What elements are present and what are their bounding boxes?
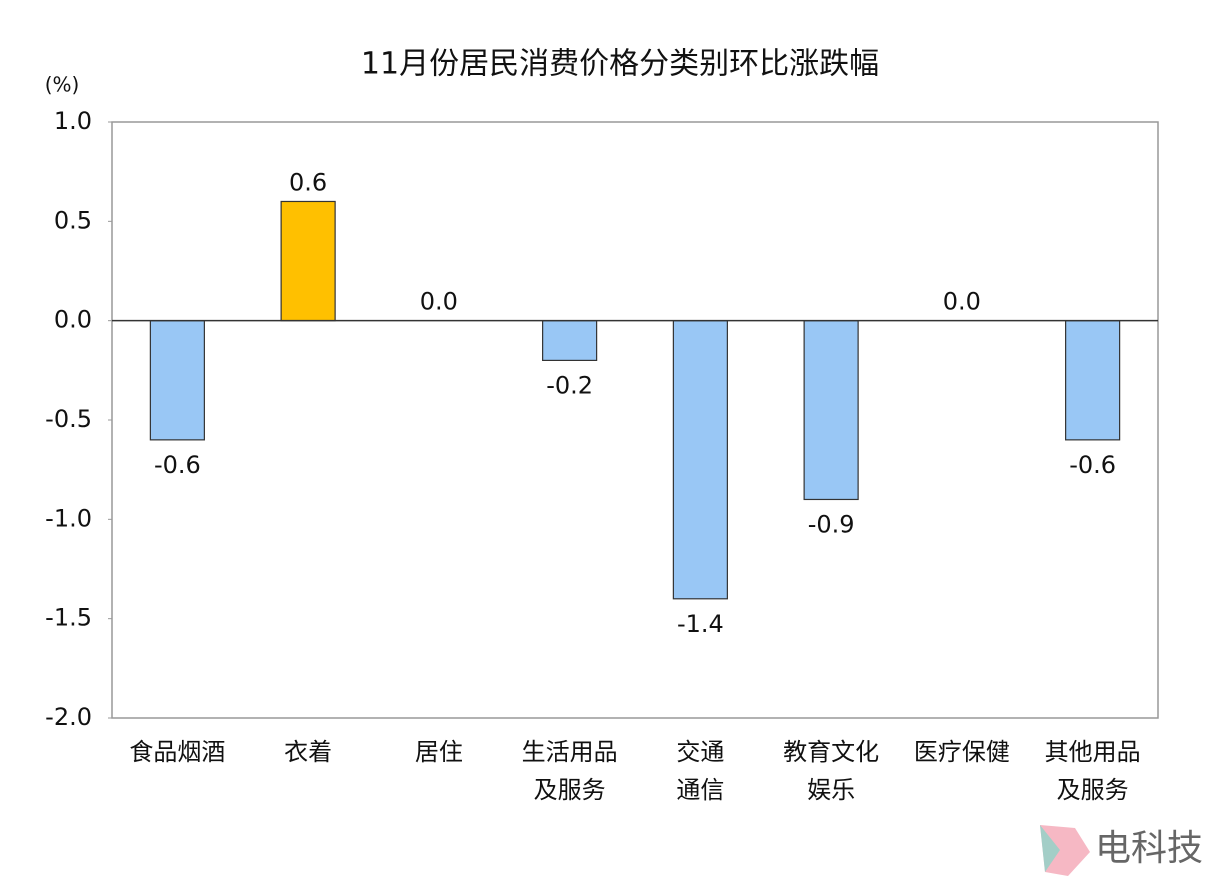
- plot-frame: [111, 121, 1159, 719]
- bar: [280, 200, 336, 322]
- x-tick-label: 食品烟酒: [129, 738, 225, 766]
- value-label: -0.6: [1069, 451, 1116, 479]
- y-tick-label: 1.0: [54, 107, 92, 135]
- bar: [149, 320, 205, 441]
- x-tick-label: 居住: [415, 738, 463, 766]
- watermark-logo: [1040, 825, 1090, 876]
- y-axis-label: (%): [45, 73, 80, 97]
- y-tick-label: -0.5: [45, 405, 92, 433]
- value-label: 0.0: [420, 288, 458, 316]
- y-tick-label: 0.0: [54, 306, 92, 334]
- bar: [1065, 320, 1121, 441]
- value-label: -1.4: [677, 610, 724, 638]
- bar: [542, 320, 598, 361]
- x-tick-label: 生活用品及服务: [522, 738, 618, 804]
- watermark: 电科技: [1095, 828, 1203, 869]
- value-label: 0.0: [943, 288, 981, 316]
- y-tick-label: 0.5: [54, 206, 92, 234]
- x-tick-label: 其他用品及服务: [1045, 738, 1141, 804]
- y-tick-label: -1.0: [45, 504, 92, 532]
- y-tick-label: -1.5: [45, 604, 92, 632]
- x-tick-label: 医疗保健: [914, 738, 1010, 766]
- x-tick-label: 衣着: [284, 738, 332, 766]
- x-tick-label: 教育文化娱乐: [783, 738, 879, 804]
- x-tick-label: 交通通信: [676, 738, 724, 804]
- bar: [803, 320, 859, 501]
- value-label: -0.9: [808, 510, 855, 538]
- value-label: 0.6: [289, 168, 327, 196]
- value-label: -0.2: [546, 371, 593, 399]
- value-label: -0.6: [154, 451, 201, 479]
- bar: [672, 320, 728, 600]
- y-tick-label: -2.0: [45, 703, 92, 731]
- chart-title: 11月份居民消费价格分类别环比涨跌幅: [361, 47, 879, 82]
